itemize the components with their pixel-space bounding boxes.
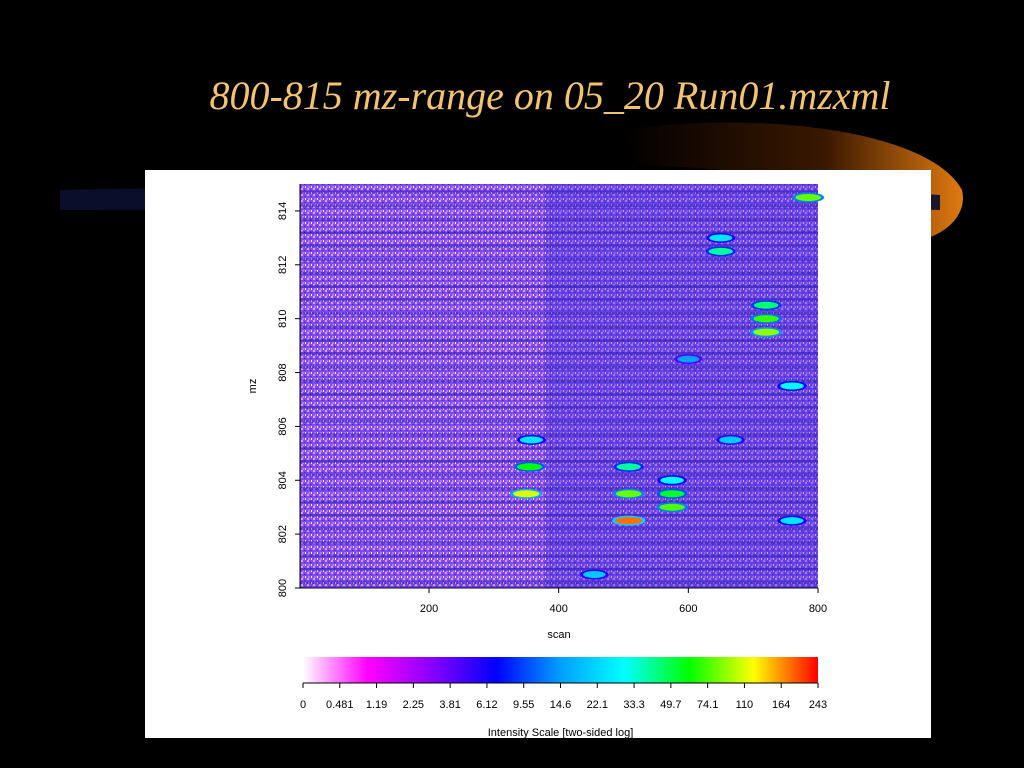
heatmap-peak [615, 490, 642, 498]
heatmap-band [300, 406, 818, 410]
colorbar-bar [303, 657, 818, 683]
heatmap-band [300, 271, 818, 275]
heatmap-band [300, 325, 818, 329]
heatmap-band [300, 487, 818, 490]
colorbar-label: Intensity Scale [two-sided log] [488, 727, 634, 738]
heatmap-peak [795, 193, 822, 201]
x-tick-label: 200 [420, 603, 438, 615]
colorbar-tick-label: 1.19 [366, 699, 387, 711]
heatmap-peak [753, 315, 779, 323]
heatmap-peak [513, 490, 540, 498]
colorbar-tick-label: 243 [809, 699, 827, 711]
heatmap-peak [753, 328, 780, 336]
heatmap-band [300, 311, 818, 315]
heatmap-peak [659, 503, 685, 511]
heatmap-peak [616, 463, 641, 471]
heatmap-peak [677, 355, 700, 363]
chart-panel: 200 400 600 800 800 802 804 806 808 810 812 814 scan… [145, 170, 931, 738]
heatmap-band [300, 285, 818, 288]
heatmap-peak [780, 517, 804, 525]
axes: 200 400 600 800 800 802 804 806 808 810 812 814 scan… [247, 184, 827, 641]
heatmap-peak [615, 517, 643, 525]
colorbar-tick-label: 74.1 [697, 699, 718, 711]
heatmap-peak [708, 247, 733, 255]
heatmap-band [300, 204, 818, 208]
heatmap-chart: 200 400 600 800 800 802 804 806 808 810 812 814 scan… [247, 184, 827, 738]
x-tick-label: 400 [549, 603, 567, 615]
heatmap-band [300, 540, 818, 544]
heatmap-band [300, 231, 818, 235]
heatmap-band [300, 244, 818, 248]
colorbar-tick-label: 2.25 [403, 699, 424, 711]
heatmap-peak [709, 234, 733, 242]
heatmap-region [545, 184, 818, 588]
heatmap-peak [753, 301, 779, 309]
colorbar-tick-label: 49.7 [660, 699, 681, 711]
heatmap-band [300, 392, 818, 396]
heatmap-band [300, 258, 818, 262]
heatmap-band [300, 365, 818, 369]
heatmap-band [300, 433, 818, 437]
y-tick-label: 800 [277, 579, 289, 597]
heatmap-band [300, 527, 818, 531]
heatmap-band [300, 513, 818, 517]
colorbar-tick-label: 9.55 [513, 699, 534, 711]
heatmap-band [300, 338, 818, 342]
colorbar-tick-label: 0 [300, 699, 306, 711]
heatmap-band [300, 500, 818, 504]
heatmap-band [300, 581, 818, 585]
heatmap-peak [517, 463, 542, 471]
colorbar-tick-label: 6.12 [476, 699, 497, 711]
y-tick-label: 812 [277, 256, 289, 274]
x-tick-label: 600 [679, 603, 697, 615]
heatmap-band [300, 446, 818, 450]
heatmap-peak [659, 490, 685, 498]
y-axis-label: mz [247, 379, 259, 394]
colorbar-tick-label: 110 [736, 699, 754, 711]
y-tick-label: 806 [277, 417, 289, 435]
y-tick-label: 804 [277, 471, 289, 489]
heatmap-band [300, 419, 818, 423]
heatmap-band [300, 473, 818, 477]
colorbar-tick-label: 22.1 [587, 699, 608, 711]
heatmap-peak [660, 476, 684, 484]
colorbar: 0 0.481 1.19 2.25 3.81 6.12 9.55 14.6 22.1 33.3 49… [300, 657, 827, 738]
heatmap-plot-area [300, 184, 825, 588]
colorbar-tick-label: 0.481 [326, 699, 354, 711]
heatmap-band [300, 352, 818, 356]
y-tick-label: 810 [277, 309, 289, 327]
colorbar-tick-label: 3.81 [439, 699, 460, 711]
heatmap-band [300, 567, 818, 571]
heatmap-peak [780, 382, 804, 390]
heatmap-peak [583, 571, 606, 579]
y-tick-label: 814 [277, 202, 289, 220]
y-tick-label: 808 [277, 363, 289, 381]
colorbar-tick-label: 14.6 [550, 699, 571, 711]
heatmap-band [300, 460, 818, 464]
slide-title: 800-815 mz-range on 05_20 Run01.mzxml [209, 73, 891, 118]
y-tick-label: 802 [277, 525, 289, 543]
heatmap-peak [719, 436, 742, 444]
colorbar-tick-label: 33.3 [623, 699, 644, 711]
heatmap-band [300, 379, 818, 383]
heatmap-band [300, 217, 818, 221]
x-axis-label: scan [547, 629, 570, 641]
colorbar-tick-label: 164 [772, 699, 790, 711]
heatmap-band [300, 298, 818, 302]
x-tick-label: 800 [809, 603, 827, 615]
heatmap-peak [519, 436, 544, 444]
heatmap-band [300, 190, 818, 194]
heatmap-band [300, 554, 818, 558]
